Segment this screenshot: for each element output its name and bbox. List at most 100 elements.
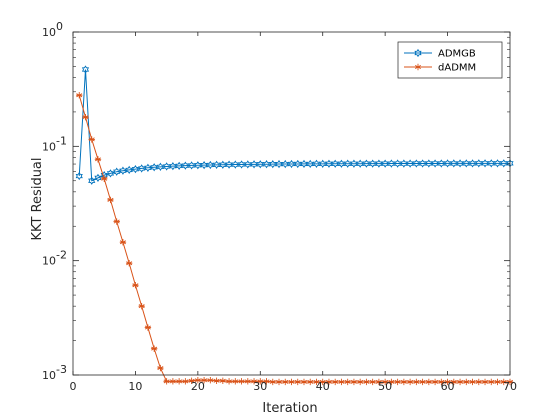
data-point (213, 377, 220, 384)
data-point (307, 378, 314, 386)
data-point (450, 378, 458, 386)
data-point (282, 378, 289, 386)
data-point (169, 378, 177, 385)
data-point (131, 164, 140, 174)
data-point (468, 159, 477, 168)
data-point (400, 378, 408, 386)
legend-marker (414, 48, 422, 58)
x-tick-label: 20 (191, 380, 205, 393)
data-point (144, 324, 152, 331)
data-point (375, 159, 383, 168)
data-point (225, 160, 233, 169)
data-point (356, 159, 364, 168)
data-point (169, 161, 177, 171)
data-point (394, 159, 402, 168)
data-point (101, 175, 108, 182)
data-point (225, 378, 233, 385)
legend-box (397, 41, 503, 79)
data-point (113, 167, 121, 176)
data-point (462, 159, 470, 168)
data-point (387, 159, 395, 168)
plot-area (73, 32, 514, 386)
data-point (219, 377, 227, 384)
data-point (319, 378, 326, 386)
data-point (188, 161, 196, 170)
data-point (275, 159, 283, 169)
data-point (493, 159, 502, 168)
axes-box (72, 31, 511, 376)
data-point (132, 282, 139, 289)
data-point (212, 160, 221, 169)
data-point (94, 156, 102, 163)
data-point (300, 159, 308, 169)
data-point (107, 196, 114, 204)
data-point (469, 378, 476, 386)
y-tick-label: 10 (42, 369, 56, 382)
data-point (375, 378, 383, 386)
series-admgb (75, 65, 514, 185)
data-point (331, 159, 339, 168)
x-tick-label: 70 (503, 380, 517, 393)
data-point (413, 378, 420, 386)
data-point (332, 378, 339, 386)
data-point (487, 159, 495, 168)
data-point (206, 160, 214, 170)
data-point (275, 378, 283, 386)
data-point (300, 378, 308, 386)
x-tick-label: 10 (128, 380, 142, 393)
data-point (400, 159, 408, 168)
data-point (294, 159, 302, 169)
data-point (463, 378, 470, 386)
data-point (337, 159, 346, 168)
data-point (244, 378, 251, 385)
data-point (94, 173, 102, 183)
data-point (481, 378, 489, 386)
data-point (350, 159, 358, 168)
data-point (150, 163, 158, 172)
data-point (263, 378, 270, 385)
data-point (481, 159, 489, 168)
data-point (88, 136, 95, 143)
data-point (82, 113, 89, 121)
data-point (369, 378, 376, 386)
data-point (250, 160, 258, 169)
data-point (456, 159, 464, 168)
y-tick-exponent: -3 (56, 363, 67, 376)
data-point (194, 377, 202, 384)
data-point (488, 378, 495, 386)
x-axis-title: Iteration (262, 401, 317, 416)
data-point (294, 378, 301, 386)
data-point (256, 160, 264, 169)
data-point (188, 377, 195, 384)
data-point (207, 377, 214, 384)
x-tick-label: 0 (70, 380, 77, 393)
data-point (475, 159, 483, 168)
data-point (363, 378, 370, 386)
x-tick-label: 30 (253, 380, 267, 393)
data-point (262, 160, 271, 169)
legend: ADMGB dADMM (397, 41, 503, 79)
data-point (219, 160, 227, 169)
data-point (138, 302, 145, 310)
data-point (287, 159, 296, 169)
series-dadmm (76, 92, 514, 386)
data-point (288, 378, 295, 386)
data-point (406, 378, 414, 386)
data-point (419, 159, 427, 168)
data-point (281, 159, 289, 169)
data-point (157, 364, 164, 372)
data-point (494, 378, 501, 386)
x-tick-label: 40 (316, 380, 330, 393)
data-point (506, 378, 514, 386)
data-point (113, 218, 120, 225)
y-tick-exponent: -2 (56, 249, 67, 262)
data-point (437, 159, 445, 168)
y-tick-label: 10 (42, 255, 56, 268)
data-point (356, 378, 364, 386)
data-point (319, 159, 327, 168)
data-point (182, 378, 189, 385)
data-point (431, 159, 439, 168)
data-point (88, 176, 96, 185)
